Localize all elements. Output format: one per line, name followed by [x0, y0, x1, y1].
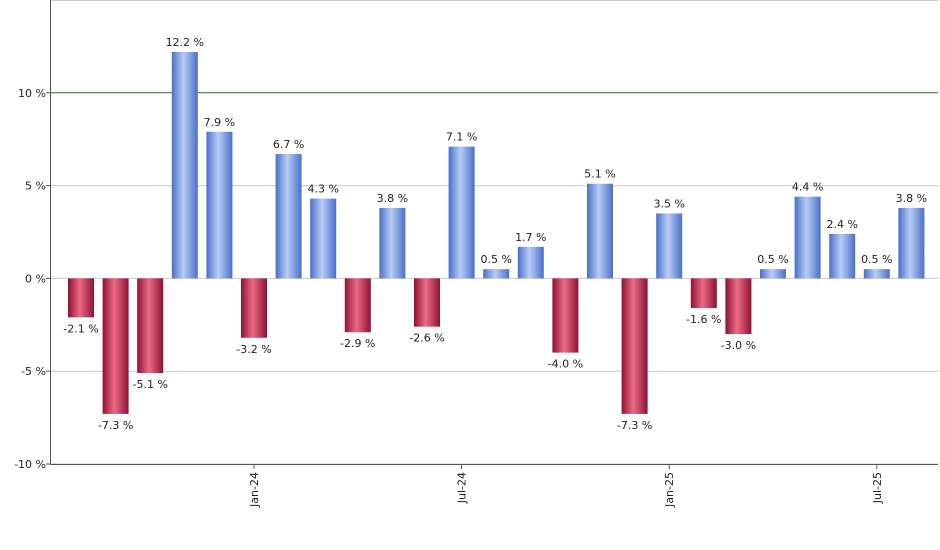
bar-17 [656, 213, 683, 279]
bar-14 [552, 278, 579, 353]
data-label-3: 12.2 % [166, 36, 204, 49]
bar-19 [725, 278, 752, 335]
data-label-19: -3.0 % [721, 339, 756, 352]
bar-1 [102, 278, 129, 414]
bar-13 [517, 246, 544, 279]
data-label-11: 7.1 % [446, 131, 477, 144]
x-tick-label-1: Jul-24 [456, 472, 469, 504]
data-label-13: 1.7 % [515, 231, 546, 244]
data-label-8: -2.9 % [340, 337, 375, 350]
data-label-10: -2.6 % [409, 332, 444, 345]
data-label-23: 0.5 % [861, 253, 892, 266]
y-tick-label-2: 0 % [25, 272, 46, 285]
y-axis-ticks: -10 % -5 % 0 % 5 % 10 % [14, 87, 50, 471]
x-tick-label-0: Jan-24 [248, 472, 261, 508]
y-tick-label-3: 5 % [25, 180, 46, 193]
y-tick-label-0: -10 % [14, 458, 46, 471]
bar-0 [68, 278, 94, 318]
axes [50, 0, 938, 465]
bar-24 [898, 207, 925, 279]
data-label-2: -5.1 % [132, 378, 167, 391]
data-label-1: -7.3 % [98, 419, 133, 432]
bar-18 [690, 278, 717, 309]
data-label-21: 4.4 % [792, 181, 823, 194]
bar-2 [137, 278, 164, 374]
data-label-0: -2.1 % [63, 322, 98, 335]
y-tick-label-1: -5 % [21, 365, 46, 378]
data-label-16: -7.3 % [617, 419, 652, 432]
bar-21 [794, 196, 821, 279]
data-label-7: 4.3 % [307, 183, 338, 196]
data-label-4: 7.9 % [204, 116, 235, 129]
data-label-15: 5.1 % [584, 168, 615, 181]
bar-6 [275, 154, 302, 279]
y-tick-label-4: 10 % [18, 87, 46, 100]
bar-11 [448, 146, 475, 279]
data-label-5: -3.2 % [236, 343, 271, 356]
bar-5 [241, 278, 267, 338]
bar-4 [206, 131, 233, 279]
bar-10 [414, 278, 440, 327]
bar-23 [863, 269, 890, 279]
bar-8 [344, 278, 371, 333]
bar-16 [621, 278, 648, 414]
bar-22 [829, 233, 856, 279]
data-label-22: 2.4 % [826, 218, 857, 231]
data-label-24: 3.8 % [896, 192, 927, 205]
x-tick-label-2: Jan-25 [663, 472, 676, 508]
data-label-14: -4.0 % [548, 358, 583, 371]
x-tick-label-3: Jul-25 [871, 472, 884, 504]
data-label-18: -1.6 % [686, 313, 721, 326]
bar-7 [310, 198, 337, 279]
bar-9 [379, 207, 406, 279]
x-axis-ticks: Jan-24 Jul-24 Jan-25 Jul-25 [248, 464, 884, 508]
bar-15 [587, 183, 613, 279]
data-label-20: 0.5 % [757, 253, 788, 266]
data-label-9: 3.8 % [377, 192, 408, 205]
bar-12 [483, 269, 510, 279]
bars [68, 51, 925, 414]
bar-3 [171, 51, 198, 279]
data-label-12: 0.5 % [480, 253, 511, 266]
data-label-17: 3.5 % [653, 197, 684, 210]
data-label-6: 6.7 % [273, 138, 304, 151]
bar-20 [760, 269, 786, 279]
data-labels: -2.1 % -7.3 % -5.1 % 12.2 % 7.9 % -3.2 % 6.7 %… [63, 36, 927, 432]
